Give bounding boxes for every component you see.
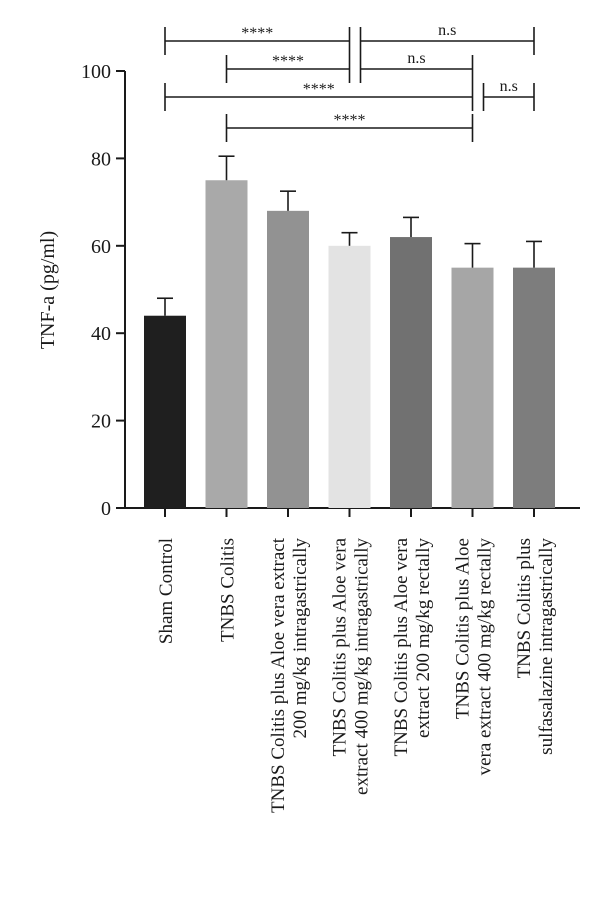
- y-tick-label: 40: [91, 323, 111, 345]
- significance-bracket: n.s: [359, 22, 535, 55]
- category-label: TNBS Colitis: [218, 538, 239, 642]
- significance-label: n.s: [438, 22, 456, 39]
- bracket-line: [164, 83, 474, 111]
- bar: [513, 267, 555, 508]
- category-label-line: vera extract 400 mg/kg rectally: [475, 538, 496, 776]
- bracket-line: [225, 55, 351, 83]
- significance-label: ****: [303, 81, 335, 98]
- bar: [328, 245, 371, 509]
- y-tick-label: 60: [91, 236, 111, 258]
- category-label-line: 200 mg/kg intragastrically: [290, 538, 311, 739]
- significance-bracket: ****: [225, 112, 474, 142]
- x-axis: [125, 507, 580, 517]
- bar: [451, 267, 494, 508]
- bracket-line: [359, 55, 474, 83]
- significance-bracket: n.s: [482, 78, 535, 111]
- category-label-line: TNBS Colitis plus: [514, 538, 535, 678]
- bar: [390, 237, 432, 508]
- category-label: TNBS Colitis plus Aloe vera extract 400 m…: [330, 537, 373, 795]
- category-label: TNBS Colitis plus Aloe vera extract 200 m…: [391, 537, 434, 756]
- significance-label: ****: [272, 53, 304, 70]
- y-axis-title: TNF-a (pg/ml): [37, 231, 59, 349]
- significance-bracket: n.s: [359, 50, 474, 83]
- category-label-line: extract 400 mg/kg intragastrically: [352, 538, 373, 795]
- category-label-line: TNBS Colitis plus Aloe: [453, 538, 474, 719]
- category-label-line: TNBS Colitis plus Aloe vera: [330, 537, 351, 756]
- significance-bracket: ****: [164, 81, 474, 111]
- category-label: TNBS Colitis plus Aloe vera extract 200 m…: [268, 537, 311, 813]
- bars: [144, 180, 555, 509]
- significance-bracket: ****: [225, 53, 351, 83]
- bracket-line: [482, 83, 535, 111]
- bar: [267, 210, 309, 508]
- y-tick-label: 20: [91, 411, 111, 433]
- category-label-line: TNBS Colitis plus Aloe vera extract: [268, 537, 289, 813]
- category-label-line: TNBS Colitis: [218, 538, 239, 642]
- significance-brackets: **** n.s **** n.s **** n.s ****: [164, 22, 535, 142]
- bar: [205, 180, 248, 508]
- category-label: TNBS Colitis plus sulfasalazine intragast…: [514, 538, 557, 755]
- bracket-line: [359, 27, 535, 55]
- y-tick-label: 0: [101, 498, 111, 520]
- y-tick-label: 80: [91, 148, 111, 170]
- category-label: TNBS Colitis plus Aloe vera extract 400 m…: [453, 538, 496, 776]
- significance-label: n.s: [500, 78, 518, 95]
- y-axis: 0 20 40 60 80 100: [81, 61, 126, 520]
- error-bars: [157, 155, 542, 316]
- significance-bracket: ****: [164, 25, 351, 55]
- significance-label: ****: [334, 112, 366, 129]
- category-label-line: extract 200 mg/kg rectally: [413, 538, 434, 738]
- category-label-line: TNBS Colitis plus Aloe vera: [391, 537, 412, 756]
- bar: [144, 315, 186, 508]
- category-label: Sham Control: [156, 538, 177, 644]
- bracket-line: [225, 114, 474, 142]
- category-label-line: Sham Control: [156, 538, 177, 644]
- significance-label: n.s: [407, 50, 425, 67]
- category-labels: Sham Control TNBS Colitis TNBS Colitis plu…: [156, 537, 557, 813]
- significance-label: ****: [241, 25, 273, 42]
- bracket-line: [164, 27, 351, 55]
- category-label-line: sulfasalazine intragastrically: [536, 538, 557, 755]
- y-tick-label: 100: [81, 61, 111, 83]
